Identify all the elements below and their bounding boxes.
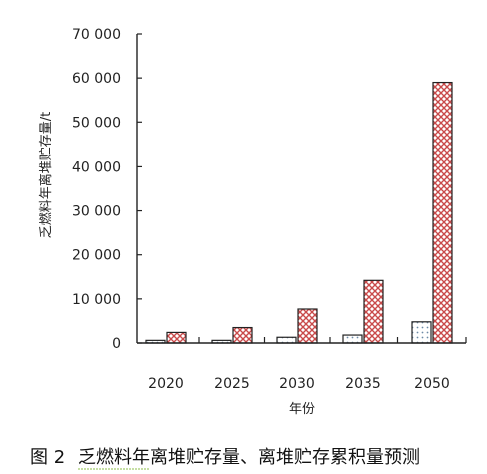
bars [145, 81, 453, 344]
x-tick-label-2035: 2035 [345, 376, 381, 392]
bar-2030-series-2 [297, 308, 318, 344]
bar-2035-series-2 [363, 279, 384, 344]
x-axis-title: 年份 [289, 402, 315, 417]
y-axis-ticks [137, 33, 467, 344]
y-axis-title: 乏燃料年离堆贮存量/t [38, 112, 54, 238]
caption-text: 乏燃料年离堆贮存量、离堆贮存累积量预测 [78, 447, 420, 468]
bar-2050-series-1 [411, 321, 432, 344]
y-tick-label-3: 30 000 [72, 204, 121, 220]
x-tick-label-2025: 2025 [214, 376, 250, 392]
y-tick-label-1: 10 000 [72, 292, 121, 308]
figure-label: 图 2 [30, 447, 65, 468]
bar-2030-series-1 [276, 336, 297, 344]
y-tick-label-7: 70 000 [72, 27, 121, 43]
x-tick-label-2050: 2050 [414, 376, 450, 392]
y-tick-label-4: 40 000 [72, 159, 121, 175]
bar-2035-series-1 [342, 334, 363, 344]
y-tick-label-0: 0 [112, 336, 121, 352]
y-tick-label-6: 60 000 [72, 71, 121, 87]
bar-2025-series-2 [232, 326, 253, 344]
y-tick-label-2: 20 000 [72, 248, 121, 264]
bar-2020-series-2 [166, 331, 187, 344]
y-axis-tick-labels: 0 10 000 20 000 30 000 40 000 50 000 60 000 70 … [72, 27, 121, 352]
figure-caption: 图 2 乏燃料年离堆贮存量、离堆贮存累积量预测 [30, 447, 420, 470]
x-axis-tick-labels: 2020 2025 2030 2035 2050 [148, 376, 450, 392]
bar-2050-series-2 [432, 81, 453, 344]
x-tick-label-2030: 2030 [279, 376, 315, 392]
x-tick-label-2020: 2020 [148, 376, 184, 392]
y-tick-label-5: 50 000 [72, 115, 121, 131]
